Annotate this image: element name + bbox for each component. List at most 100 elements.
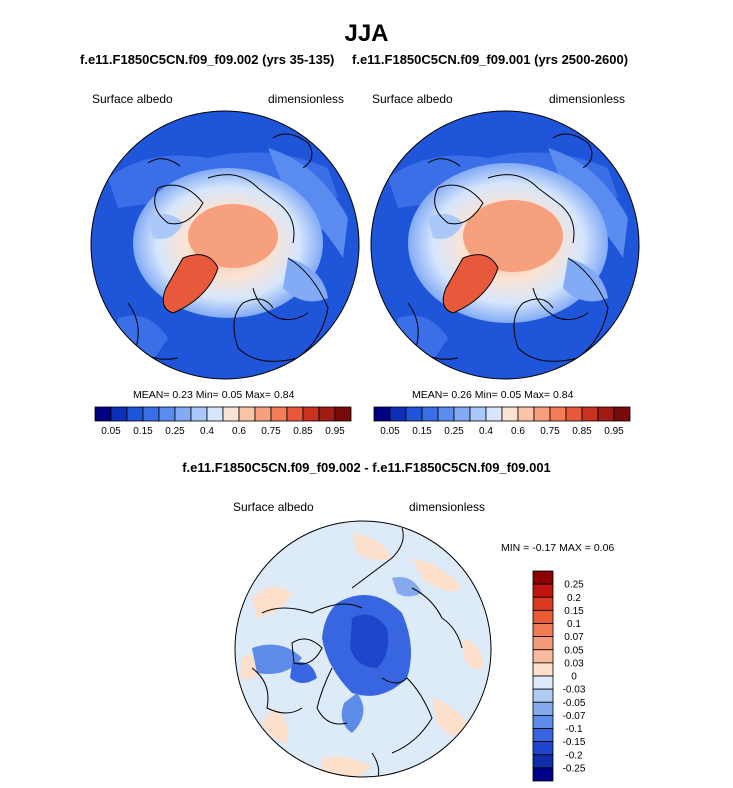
colorbar-tick-label: 0.25 <box>444 426 464 437</box>
colorbar-tick-label: 0.15 <box>133 426 153 437</box>
panel3-max-value: 0.06 <box>593 542 615 554</box>
colorbar-swatch <box>238 406 256 422</box>
panel2-min-label: Min= <box>474 389 498 401</box>
panel2-max-value: 0.84 <box>552 389 574 401</box>
panel2-variable-label: Surface albedo <box>372 92 453 106</box>
colorbar-swatch <box>532 636 554 651</box>
colorbar-swatch <box>405 406 423 422</box>
colorbar-swatch <box>302 406 320 422</box>
colorbar-swatch <box>318 406 336 422</box>
colorbar-swatch <box>485 406 503 422</box>
colorbar-swatch <box>565 406 583 422</box>
colorbar-tick-label: -0.25 <box>563 763 586 774</box>
panel2-polar-map <box>370 110 640 380</box>
colorbar-tick-label: 0.1 <box>567 619 581 630</box>
panel2-min-value: 0.05 <box>500 389 522 401</box>
panel3-units-label: dimensionless <box>409 500 486 514</box>
colorbar-tick-label: 0.05 <box>101 426 121 437</box>
colorbar-swatch <box>254 406 272 422</box>
panel2-units-label: dimensionless <box>549 92 626 106</box>
colorbar-tick-label: 0.95 <box>604 426 624 437</box>
colorbar-swatch <box>286 406 304 422</box>
colorbar-tick-label: 0.4 <box>200 426 214 437</box>
colorbar-tick-label: -0.07 <box>563 711 586 722</box>
colorbar-tick-label: 0 <box>571 672 577 683</box>
panel3-max-label: MAX = <box>559 542 591 554</box>
colorbar-swatch <box>549 406 567 422</box>
colorbar-swatch <box>532 701 554 716</box>
colorbar-swatch <box>532 662 554 677</box>
panel2-title: f.e11.F1850C5CN.f09_f09.001 (yrs 2500-26… <box>352 52 629 67</box>
colorbar-swatch <box>532 596 554 611</box>
colorbar-swatch <box>126 406 144 422</box>
panel1-max-label: Max= <box>245 389 272 401</box>
colorbar-swatch <box>334 406 352 422</box>
colorbar-swatch <box>532 675 554 690</box>
panel3-variable-label: Surface albedo <box>233 500 314 514</box>
colorbar-tick-label: 0.03 <box>564 658 584 669</box>
colorbar-swatch <box>94 406 112 422</box>
colorbar-swatch <box>142 406 160 422</box>
colorbar-swatch <box>389 406 407 422</box>
panel1-colorbar: 0.05 0.15 0.25 0.4 0.6 0.75 0.85 0.95 <box>94 406 352 437</box>
colorbar-tick-label: 0.6 <box>511 426 525 437</box>
colorbar-tick-label: 0.15 <box>564 606 584 617</box>
colorbar-swatch <box>532 714 554 729</box>
panel3-title: f.e11.F1850C5CN.f09_f09.002 - f.e11.F185… <box>182 460 551 475</box>
colorbar-swatch <box>453 406 471 422</box>
colorbar-swatch <box>174 406 192 422</box>
panel3-min-label: MIN = <box>501 542 530 554</box>
panel1-units-label: dimensionless <box>268 92 345 106</box>
colorbar-swatch <box>158 406 176 422</box>
colorbar-swatch <box>373 406 391 422</box>
colorbar-tick-label: -0.05 <box>563 698 586 709</box>
panel2-max-label: Max= <box>524 389 551 401</box>
panel3-colorbar: 0.25 0.2 0.15 0.1 0.07 0.05 0.03 0 -0.03 -0.05 -0.… <box>532 570 586 782</box>
page-title: JJA <box>344 20 389 47</box>
panel3-polar-map <box>234 520 492 778</box>
colorbar-swatch <box>532 728 554 743</box>
panel2-mean-value: 0.26 <box>451 389 472 401</box>
colorbar-swatch <box>533 406 551 422</box>
colorbar-swatch <box>222 406 240 422</box>
panel1-min-label: Min= <box>195 389 219 401</box>
panel1-mean-label: MEAN= <box>133 389 170 401</box>
panel2-colorbar: 0.05 0.15 0.25 0.4 0.6 0.75 0.85 0.95 <box>373 406 631 437</box>
colorbar-tick-label: 0.75 <box>540 426 560 437</box>
panel2-stats: MEAN= 0.26 Min= 0.05 Max= 0.84 <box>412 389 573 401</box>
colorbar-swatch <box>469 406 487 422</box>
panel1-title: f.e11.F1850C5CN.f09_f09.002 (yrs 35-135) <box>80 52 335 67</box>
colorbar-swatch <box>532 688 554 703</box>
panel1-min-value: 0.05 <box>221 389 243 401</box>
colorbar-tick-label: 0.95 <box>325 426 345 437</box>
colorbar-tick-label: 0.2 <box>567 593 581 604</box>
colorbar-tick-label: 0.15 <box>412 426 432 437</box>
colorbar-tick-label: -0.1 <box>565 724 583 735</box>
panel3-stats: MIN = -0.17 MAX = 0.06 <box>501 542 614 554</box>
colorbar-tick-label: 0.75 <box>261 426 281 437</box>
colorbar-swatch <box>517 406 535 422</box>
panel1-stats: MEAN= 0.23 Min= 0.05 Max= 0.84 <box>133 389 294 401</box>
panel1-mean-value: 0.23 <box>172 389 193 401</box>
colorbar-tick-label: 0.05 <box>380 426 400 437</box>
colorbar-swatch <box>532 741 554 756</box>
colorbar-tick-label: 0.25 <box>564 580 584 591</box>
colorbar-swatch <box>581 406 599 422</box>
colorbar-swatch <box>597 406 615 422</box>
colorbar-swatch <box>532 767 554 782</box>
colorbar-tick-label: 0.05 <box>564 645 584 656</box>
colorbar-swatch <box>532 609 554 624</box>
colorbar-tick-label: -0.03 <box>563 685 586 696</box>
colorbar-tick-label: 0.85 <box>572 426 592 437</box>
colorbar-swatch <box>501 406 519 422</box>
colorbar-tick-label: 0.4 <box>479 426 493 437</box>
colorbar-swatch <box>532 754 554 769</box>
colorbar-swatch <box>532 623 554 638</box>
panel1-max-value: 0.84 <box>273 389 295 401</box>
colorbar-swatch <box>532 583 554 598</box>
colorbar-swatch <box>613 406 631 422</box>
colorbar-swatch <box>532 570 554 585</box>
panel1-polar-map <box>90 110 360 380</box>
colorbar-swatch <box>532 649 554 664</box>
colorbar-tick-label: -0.2 <box>565 750 583 761</box>
